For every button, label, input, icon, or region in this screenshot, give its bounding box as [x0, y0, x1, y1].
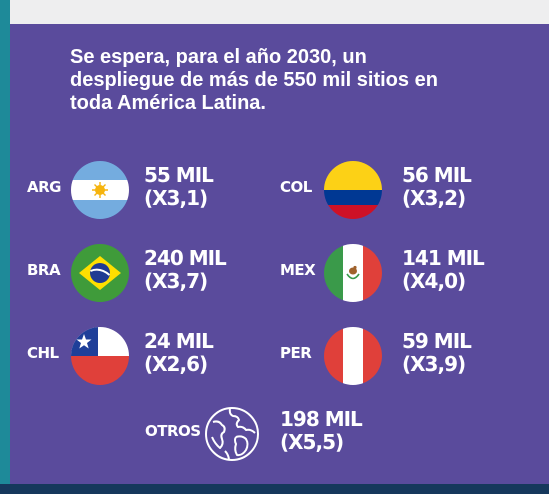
country-code: CHL	[27, 344, 59, 362]
chile-flag-icon	[71, 327, 129, 385]
colombia-flag-icon	[324, 161, 382, 219]
region-label: OTROS	[145, 422, 201, 440]
country-value: 141 MIL (X4,0)	[402, 246, 485, 293]
country-code: BRA	[27, 261, 61, 279]
country-value: 240 MIL (X3,7)	[144, 246, 227, 293]
globe-icon	[205, 407, 259, 461]
mexico-flag-icon	[324, 244, 382, 302]
site-count: 24 MIL	[144, 329, 214, 353]
growth-factor: (X4,0)	[402, 269, 466, 293]
argentina-flag-icon	[71, 161, 129, 219]
region-value: 198 MIL (X5,5)	[280, 407, 363, 454]
country-mex: MEX 141 MIL (X4,0)	[280, 243, 510, 303]
country-value: 24 MIL (X2,6)	[144, 329, 214, 376]
growth-factor: (X3,2)	[402, 186, 466, 210]
left-accent-bar	[0, 0, 10, 494]
country-bra: BRA 240 MIL (X3,7)	[27, 243, 257, 303]
bottom-bar	[0, 484, 549, 494]
country-value: 55 MIL (X3,1)	[144, 163, 214, 210]
country-chl: CHL 24 MIL (X2,6)	[27, 326, 257, 386]
country-code: COL	[280, 178, 312, 196]
peru-flag-icon	[324, 327, 382, 385]
growth-factor: (X5,5)	[280, 430, 344, 454]
country-value: 59 MIL (X3,9)	[402, 329, 472, 376]
country-col: COL 56 MIL (X3,2)	[280, 160, 510, 220]
country-value: 56 MIL (X3,2)	[402, 163, 472, 210]
country-arg: ARG 55 MIL (X3,1)	[27, 160, 257, 220]
growth-factor: (X2,6)	[144, 352, 208, 376]
country-per: PER 59 MIL (X3,9)	[280, 326, 510, 386]
site-count: 198 MIL	[280, 407, 363, 431]
growth-factor: (X3,9)	[402, 352, 466, 376]
growth-factor: (X3,7)	[144, 269, 208, 293]
country-code: PER	[280, 344, 312, 362]
site-count: 59 MIL	[402, 329, 472, 353]
site-count: 141 MIL	[402, 246, 485, 270]
site-count: 56 MIL	[402, 163, 472, 187]
site-count: 55 MIL	[144, 163, 214, 187]
infographic-panel: Se espera, para el año 2030, un desplieg…	[10, 24, 549, 484]
brazil-flag-icon	[71, 244, 129, 302]
country-code: MEX	[280, 261, 316, 279]
site-count: 240 MIL	[144, 246, 227, 270]
headline: Se espera, para el año 2030, un desplieg…	[70, 46, 438, 114]
country-code: ARG	[27, 178, 61, 196]
growth-factor: (X3,1)	[144, 186, 208, 210]
top-strip	[0, 0, 549, 24]
region-others: OTROS 198 MIL (X5,5)	[145, 404, 405, 464]
